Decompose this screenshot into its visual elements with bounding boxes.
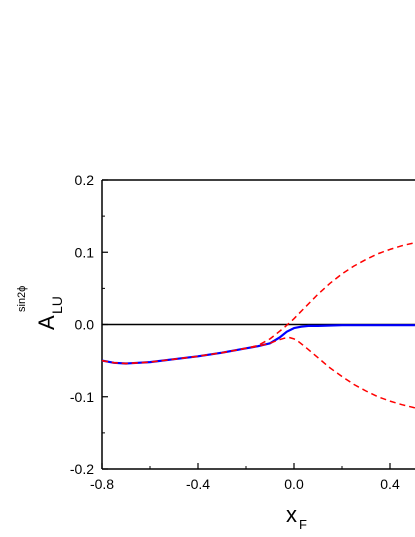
series-line-solid — [101, 324, 415, 365]
x-axis-title: x F — [286, 502, 307, 532]
x-tick-label: -0.8 — [90, 476, 114, 492]
x-tick-label: -0.4 — [186, 476, 210, 492]
y-tick-label: 0.0 — [75, 317, 95, 333]
series-line-dashed-1 — [101, 241, 415, 365]
y-tick-label: -0.2 — [70, 461, 94, 477]
y-axis-title-superscript: sin2ϕ — [16, 286, 28, 312]
x-tick-label: 0.0 — [284, 476, 304, 492]
y-axis-title: A LU sin2ϕ — [16, 286, 65, 330]
x-axis-title-subscript: F — [299, 517, 307, 532]
y-tick-label: 0.2 — [75, 172, 95, 188]
y-axis-title-subscript: LU — [49, 296, 65, 314]
series-layer — [101, 241, 415, 409]
series-line-dashed-2 — [101, 336, 415, 409]
x-tick-label: 0.4 — [380, 476, 400, 492]
y-axis-title-main: A — [34, 315, 59, 330]
x-axis-title-main: x — [286, 502, 297, 527]
tick-labels: -0.2 -0.1 0.0 0.1 0.2 -0.8 -0.4 0.0 0.4 — [70, 172, 400, 492]
y-tick-label: 0.1 — [75, 244, 95, 260]
y-tick-label: -0.1 — [70, 389, 94, 405]
